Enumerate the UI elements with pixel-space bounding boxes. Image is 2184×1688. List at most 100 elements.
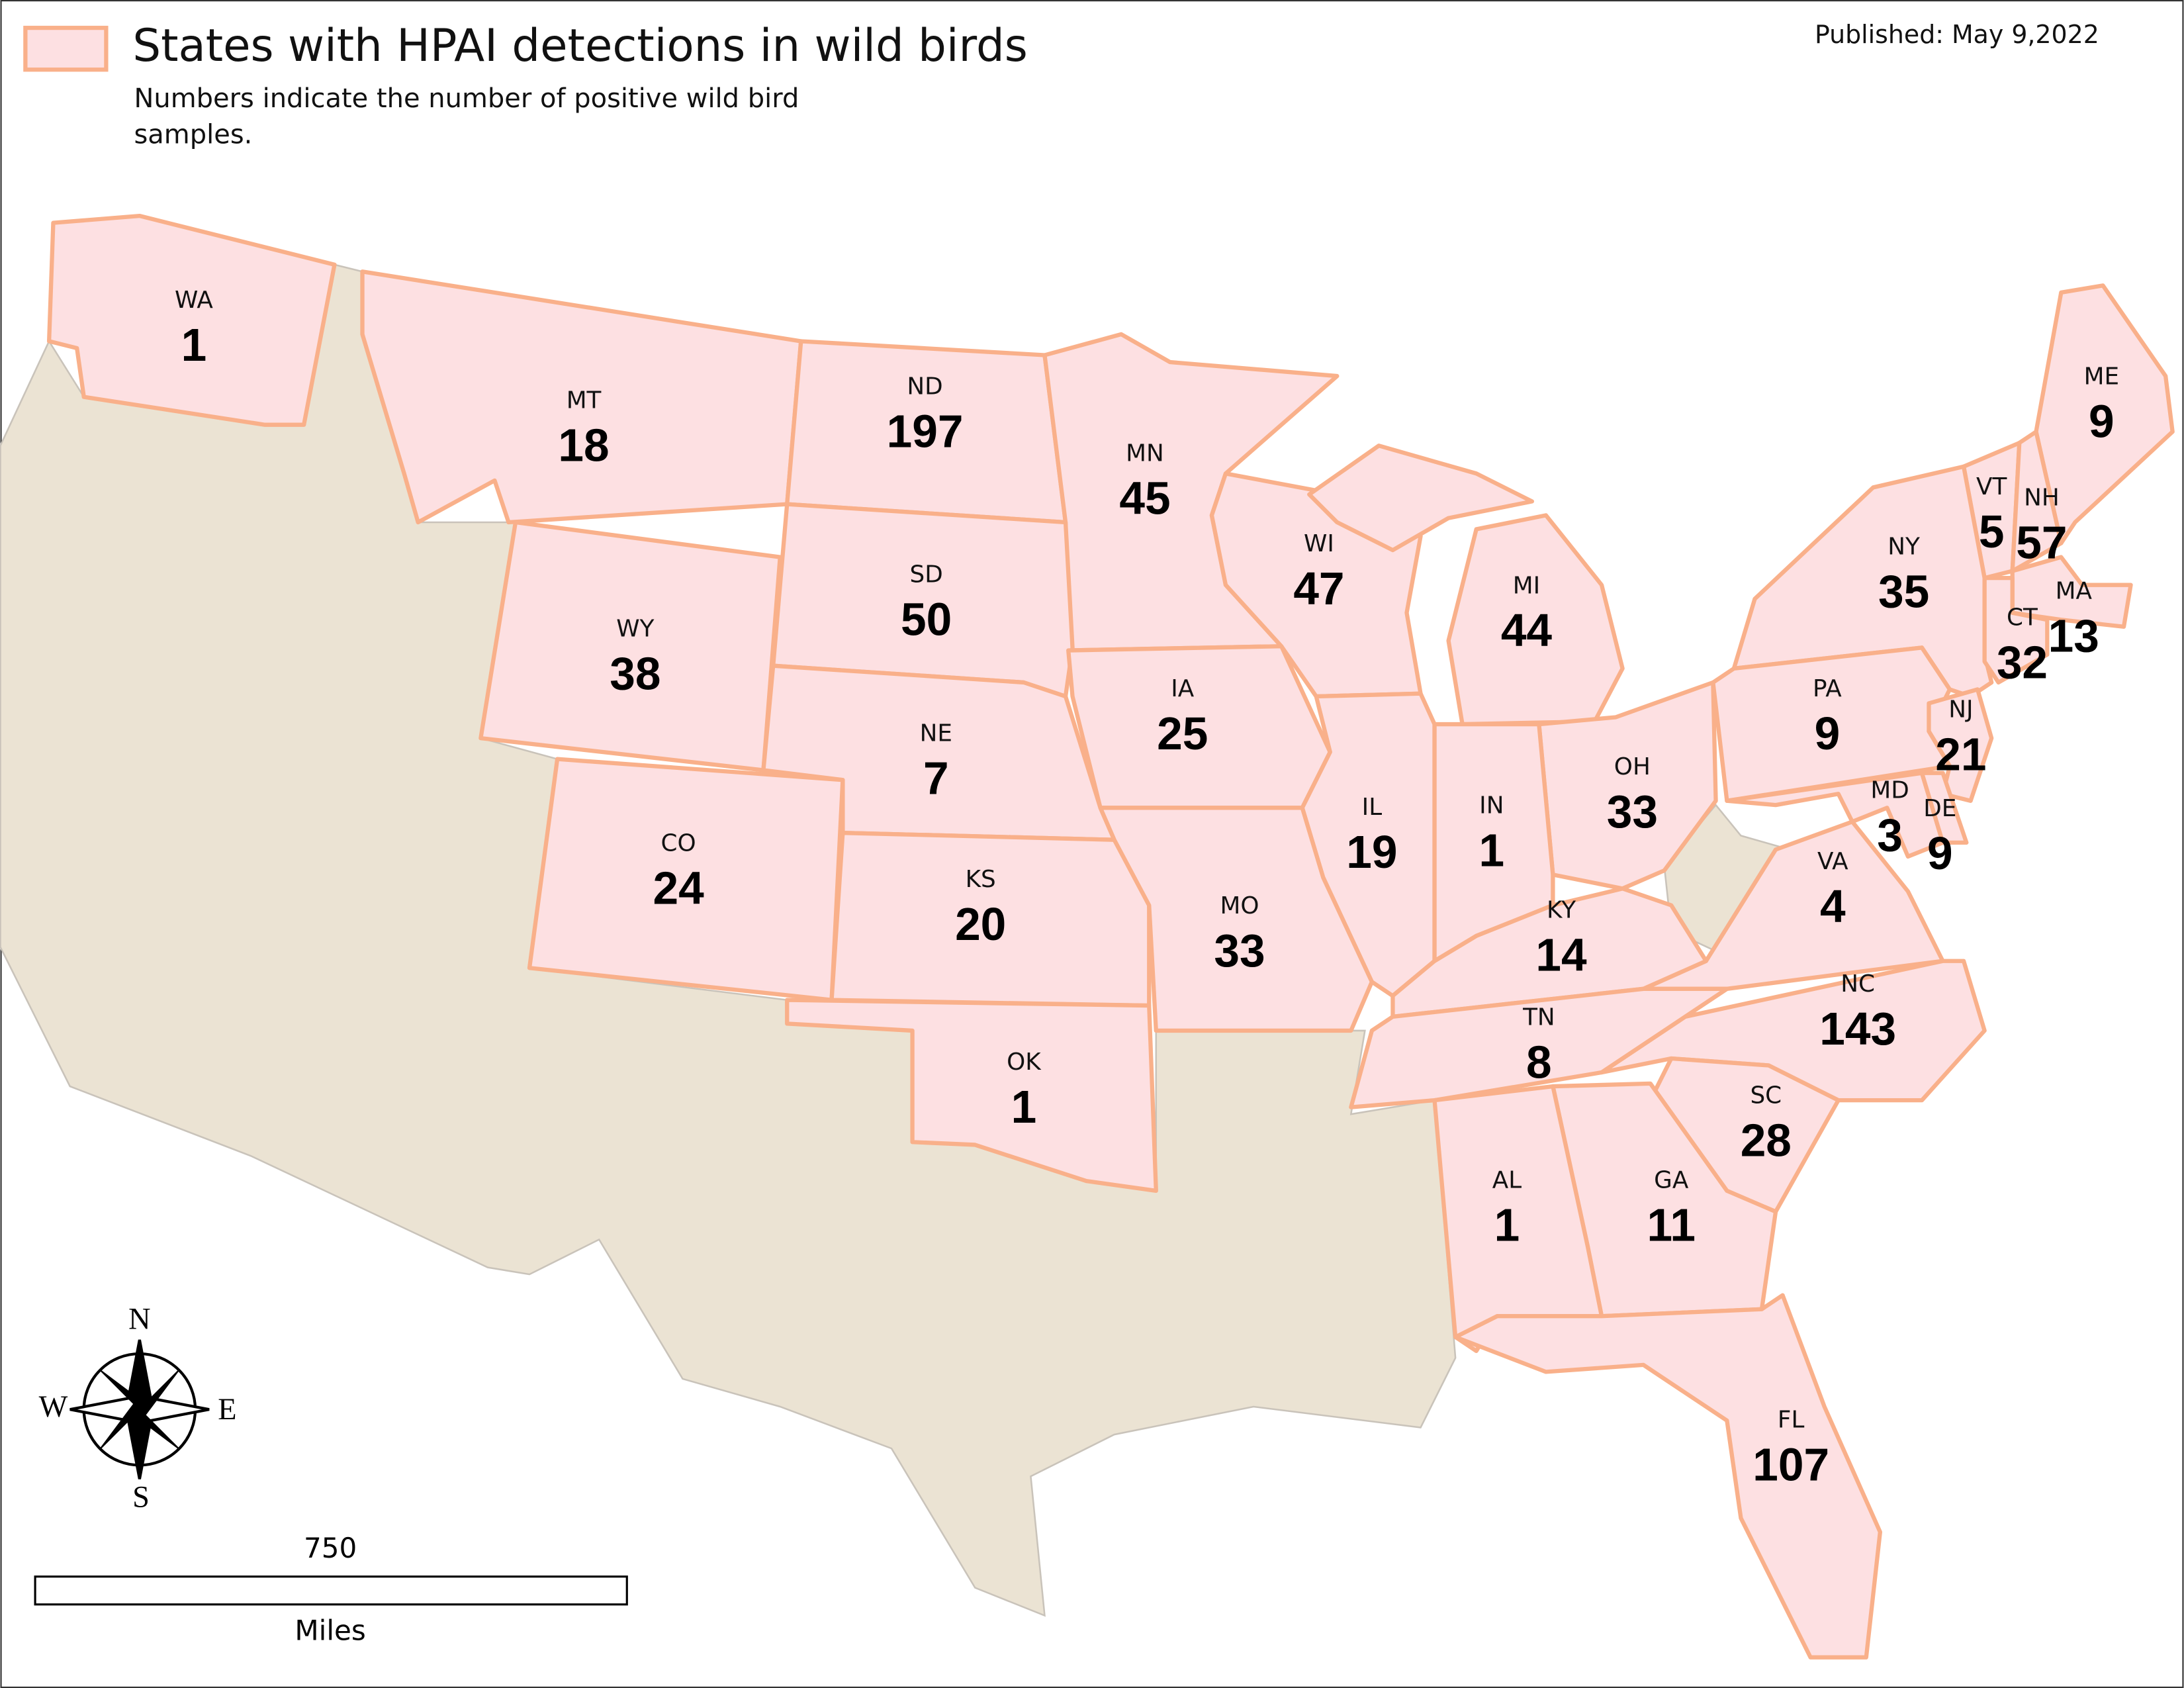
state-count: 50 xyxy=(901,593,952,645)
state-shape xyxy=(785,998,1158,1194)
state-abbr: AL xyxy=(1492,1167,1522,1194)
state-abbr: KS xyxy=(966,866,996,893)
state-abbr: IL xyxy=(1362,794,1383,821)
state-abbr: SC xyxy=(1750,1082,1782,1109)
compass-e: E xyxy=(218,1393,236,1427)
state-shape xyxy=(1446,513,1625,727)
compass-s: S xyxy=(132,1481,150,1515)
state-count: 19 xyxy=(1346,826,1397,878)
state-count: 1 xyxy=(1011,1081,1037,1133)
state-abbr: NE xyxy=(920,720,952,747)
state-abbr: IA xyxy=(1171,675,1195,702)
state-count: 1 xyxy=(181,319,207,371)
compass-n: N xyxy=(128,1302,150,1336)
state-count: 28 xyxy=(1741,1114,1792,1166)
state-count: 45 xyxy=(1119,472,1170,524)
state-shape xyxy=(46,213,337,427)
state-count: 25 xyxy=(1157,708,1208,759)
state-abbr: WI xyxy=(1304,530,1334,557)
state-count: 3 xyxy=(1877,810,1903,861)
state-count: 107 xyxy=(1752,1439,1829,1491)
state-shape xyxy=(1982,575,2050,685)
scale-unit: Miles xyxy=(295,1614,365,1646)
state-shape xyxy=(1349,986,1729,1109)
published-date: Published: May 9,2022 xyxy=(1815,20,2099,49)
state-shape xyxy=(2034,283,2175,545)
state-count: 8 xyxy=(1526,1036,1552,1088)
state-abbr: MT xyxy=(567,387,602,414)
state-count: 5 xyxy=(1979,506,2005,557)
state-count: 32 xyxy=(1997,637,2048,688)
state-count: 9 xyxy=(1927,827,1953,879)
state-count: 21 xyxy=(1935,728,1986,780)
state-abbr: MI xyxy=(1513,572,1540,599)
state-shape xyxy=(1300,691,1437,998)
state-abbr: WA xyxy=(175,287,213,314)
state-count: 197 xyxy=(887,405,964,457)
state-shape xyxy=(1453,1293,1882,1660)
state-count: 20 xyxy=(955,898,1006,950)
unaffected-region xyxy=(0,263,1457,1617)
state-count: 18 xyxy=(558,419,609,471)
state-abbr: NH xyxy=(2024,485,2060,512)
state-shape xyxy=(829,831,1152,1008)
state-count: 33 xyxy=(1214,925,1265,976)
state-abbr: VT xyxy=(1976,473,2007,500)
state-count: 1 xyxy=(1494,1199,1520,1251)
state-abbr: FL xyxy=(1778,1407,1805,1434)
state-abbr: CO xyxy=(661,830,696,857)
state-count: 9 xyxy=(2089,396,2115,447)
state-shape xyxy=(1390,886,1709,1019)
state-abbr: NY xyxy=(1888,533,1920,560)
state-count: 44 xyxy=(1501,604,1553,656)
state-count: 47 xyxy=(1293,563,1344,614)
state-count: 4 xyxy=(1820,880,1846,932)
state-abbr: ME xyxy=(2084,363,2119,391)
state-abbr: GA xyxy=(1654,1167,1689,1194)
state-abbr: PA xyxy=(1813,675,1842,702)
legend-swatch xyxy=(23,25,109,72)
compass-star-diagonal xyxy=(100,1370,179,1449)
legend-label: States with HPAI detections in wild bird… xyxy=(132,20,1027,71)
state-abbr: VA xyxy=(1817,848,1848,875)
state-count: 9 xyxy=(1815,708,1841,759)
state-shape xyxy=(1927,687,1994,803)
scale-bar xyxy=(34,1575,628,1606)
state-count: 11 xyxy=(1647,1199,1696,1251)
state-abbr: MN xyxy=(1126,440,1164,467)
state-abbr: TN xyxy=(1522,1004,1555,1031)
states xyxy=(46,213,2175,1660)
state-count: 35 xyxy=(1878,565,1929,617)
state-abbr: IN xyxy=(1479,792,1504,820)
state-abbr: ND xyxy=(907,373,942,400)
scale-value: 750 xyxy=(304,1532,357,1564)
compass: N E S W xyxy=(39,1302,237,1514)
state-shape xyxy=(1098,806,1375,1033)
state-count: 24 xyxy=(653,862,705,914)
state-abbr: NC xyxy=(1841,970,1875,998)
state-abbr: OK xyxy=(1007,1049,1042,1076)
state-count: 143 xyxy=(1819,1003,1896,1055)
compass-w: W xyxy=(39,1390,68,1424)
subtitle: Numbers indicate the number of positive … xyxy=(134,83,799,151)
state-abbr: OH xyxy=(1614,753,1651,780)
state-abbr: CT xyxy=(2007,604,2038,632)
state-shape xyxy=(1307,444,1535,553)
state-shape xyxy=(478,520,782,773)
state-count: 57 xyxy=(2016,517,2067,569)
state-shape xyxy=(1537,680,1718,891)
state-shape xyxy=(2010,430,2064,573)
state-abbr: KY xyxy=(1547,897,1576,924)
state-count: 33 xyxy=(1607,786,1658,837)
subtitle-box: Numbers indicate the number of positive … xyxy=(134,83,799,151)
state-abbr: MA xyxy=(2056,578,2093,605)
state-abbr: MO xyxy=(1220,892,1259,919)
state-count: 14 xyxy=(1535,929,1587,980)
state-abbr: NJ xyxy=(1948,696,1973,724)
state-abbr: WY xyxy=(616,616,654,643)
state-shape xyxy=(1641,820,1945,991)
state-count: 7 xyxy=(923,752,949,804)
